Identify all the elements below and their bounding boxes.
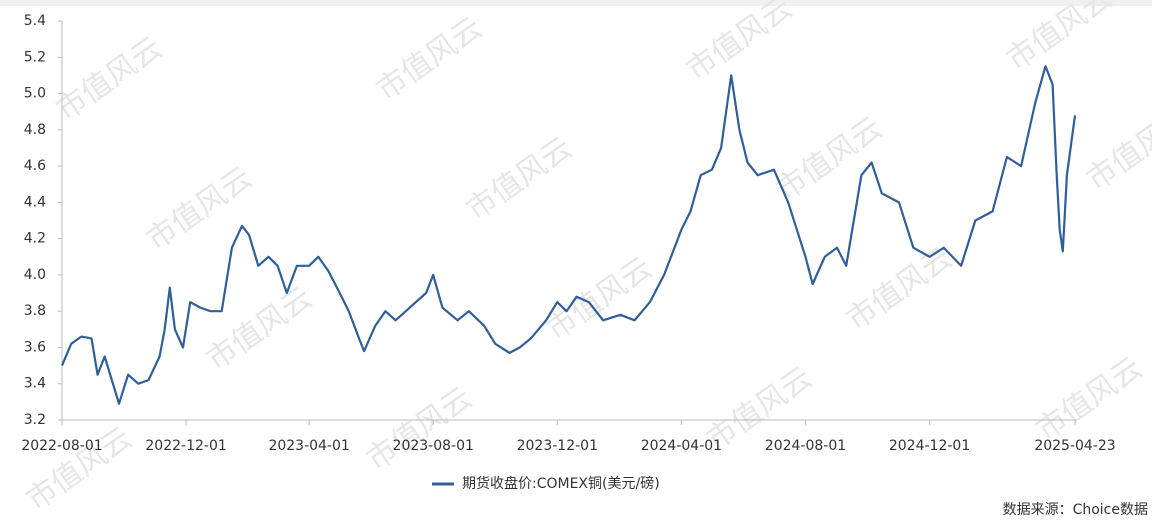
- watermark: 市值风云: [20, 420, 138, 517]
- watermark: 市值风云: [460, 130, 578, 227]
- legend-label: 期货收盘价:COMEX铜(美元/磅): [462, 475, 660, 492]
- watermark: 市值风云: [840, 240, 958, 337]
- y-tick-label: 4.4: [24, 194, 46, 210]
- x-tick-label: 2023-08-01: [393, 438, 474, 454]
- watermark: 市值风云: [1080, 100, 1152, 197]
- watermark: 市值风云: [680, 0, 798, 88]
- watermark: 市值风云: [370, 10, 488, 107]
- y-tick-label: 4.0: [24, 267, 46, 283]
- y-tick-label: 3.4: [24, 376, 46, 392]
- watermark: 市值风云: [200, 280, 318, 377]
- watermark: 市值风云: [770, 110, 888, 207]
- y-tick-label: 4.8: [24, 122, 46, 138]
- watermark: 市值风云: [540, 250, 658, 347]
- top-strip: [0, 0, 1152, 6]
- y-tick-label: 3.6: [24, 339, 46, 355]
- y-tick-label: 3.2: [24, 412, 46, 428]
- watermark: 市值风云: [1000, 0, 1118, 78]
- y-tick-label: 5.4: [24, 13, 46, 29]
- watermark: 市值风云: [140, 160, 258, 257]
- watermark: 市值风云: [1030, 350, 1148, 447]
- x-tick-label: 2022-08-01: [21, 438, 102, 454]
- y-tick-label: 5.2: [24, 49, 46, 65]
- y-tick-label: 5.0: [24, 86, 46, 102]
- x-tick-label: 2023-04-01: [268, 438, 349, 454]
- price-line: [60, 65, 1077, 405]
- source: 数据来源：Choice数据: [1003, 502, 1148, 518]
- x-tick-label: 2024-04-01: [641, 438, 722, 454]
- x-tick-label: 2024-12-01: [889, 438, 970, 454]
- x-tick-label: 2024-08-01: [765, 438, 846, 454]
- y-tick-label: 4.2: [24, 231, 46, 247]
- watermark: 市值风云: [50, 30, 168, 127]
- x-tick-label: 2023-12-01: [517, 438, 598, 454]
- watermark: 市值风云: [360, 380, 478, 477]
- y-tick-label: 4.6: [24, 158, 46, 174]
- x-tick-label: 2022-12-01: [145, 438, 226, 454]
- y-tick-label: 3.8: [24, 303, 46, 319]
- x-tick-label: 2025-04-23: [1034, 438, 1115, 454]
